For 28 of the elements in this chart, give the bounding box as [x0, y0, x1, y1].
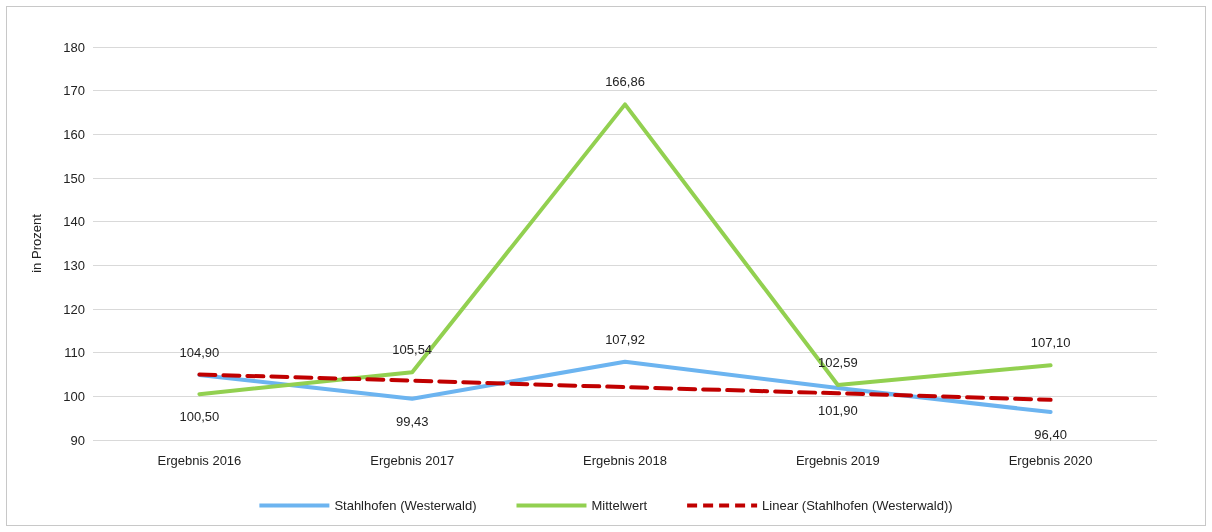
- data-label: 100,50: [179, 409, 220, 425]
- data-label: 99,43: [395, 413, 429, 429]
- y-tick-label: 120: [63, 301, 85, 317]
- x-tick-label: Ergebnis 2020: [1008, 453, 1093, 468]
- y-tick-label: 160: [63, 126, 85, 142]
- data-label: 107,92: [605, 331, 645, 347]
- legend-label: Linear (Stahlhofen (Westerwald)): [762, 498, 953, 513]
- legend-label: Mittelwert: [591, 498, 648, 513]
- y-tick-label: 100: [63, 388, 85, 404]
- y-tick-label: 180: [63, 39, 85, 55]
- y-tick-label: 90: [70, 432, 85, 448]
- y-axis-title: in Prozent: [29, 213, 44, 273]
- y-tick-label: 140: [63, 214, 85, 230]
- x-tick-label: Ergebnis 2016: [157, 453, 242, 468]
- x-tick-label: Ergebnis 2019: [795, 453, 880, 468]
- x-tick-label: Ergebnis 2017: [370, 453, 455, 468]
- legend-label: Stahlhofen (Westerwald): [334, 498, 477, 513]
- y-tick-label: 170: [63, 83, 85, 99]
- line-series: [197, 372, 1053, 402]
- x-tick-label: Ergebnis 2018: [583, 453, 667, 468]
- y-tick-label: 150: [63, 170, 85, 186]
- data-label: 166,86: [605, 74, 645, 90]
- data-label: 96,40: [1034, 427, 1067, 443]
- data-label: 104,90: [179, 344, 220, 360]
- y-tick-label: 110: [64, 345, 85, 361]
- data-label: 101,90: [817, 403, 858, 419]
- data-label: 107,10: [1030, 335, 1071, 351]
- y-tick-label: 130: [63, 257, 85, 273]
